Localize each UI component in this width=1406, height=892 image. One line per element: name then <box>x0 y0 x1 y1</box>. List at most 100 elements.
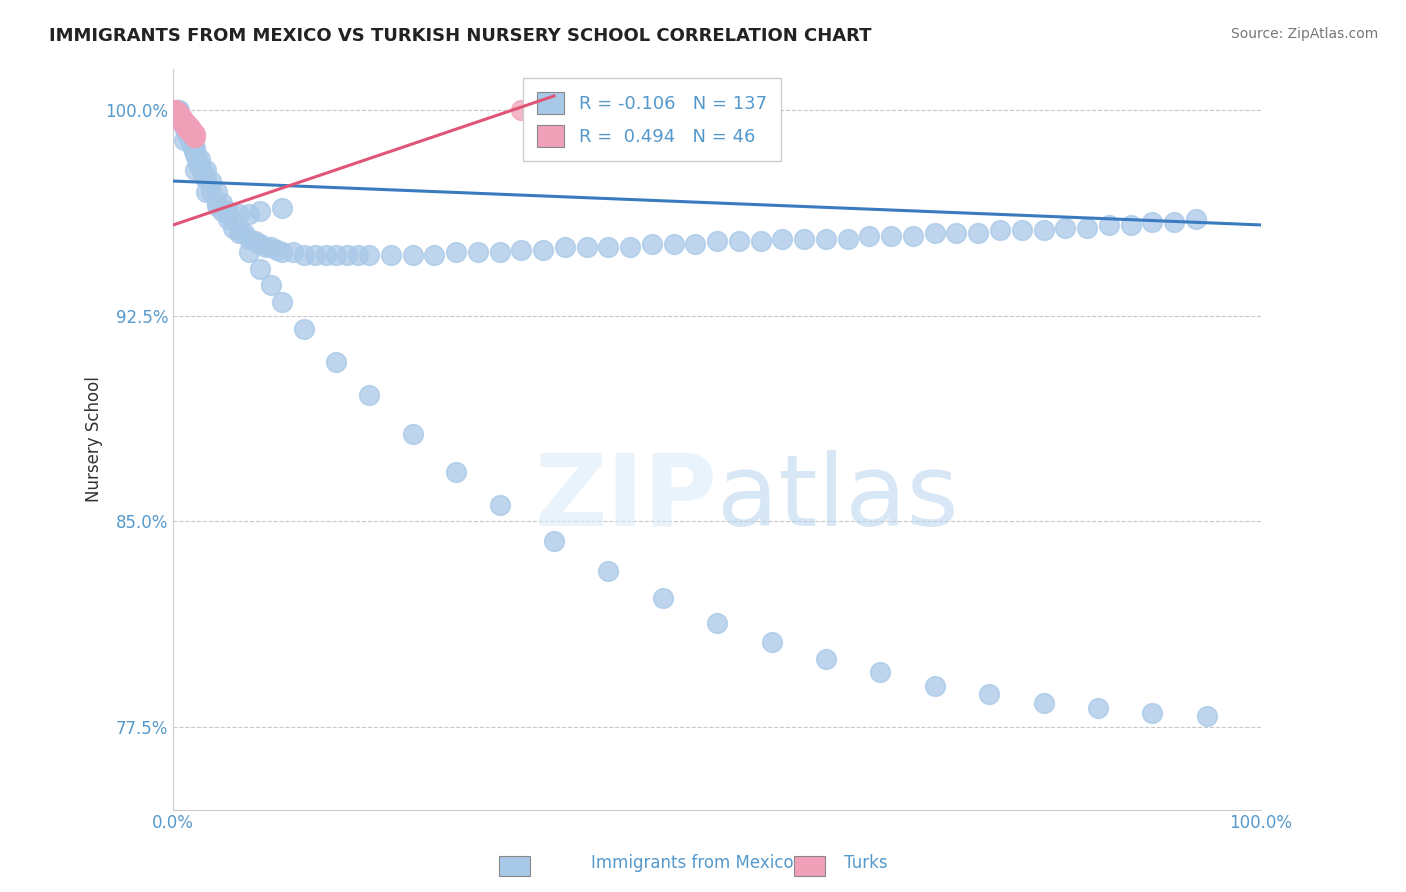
Point <box>179 130 201 145</box>
Y-axis label: Nursery School: Nursery School <box>86 376 103 502</box>
Point <box>169 108 191 122</box>
Point <box>184 146 207 161</box>
Point <box>325 355 347 369</box>
Point <box>238 245 260 260</box>
Point <box>187 154 209 169</box>
Point <box>211 204 233 219</box>
Point <box>176 125 198 139</box>
Point <box>167 108 190 122</box>
Point <box>181 136 204 150</box>
Point <box>1185 212 1208 227</box>
Point <box>169 111 191 125</box>
Point <box>167 108 190 122</box>
Text: atlas: atlas <box>717 450 959 547</box>
Point <box>1054 220 1077 235</box>
Point <box>271 294 294 309</box>
Point <box>173 133 195 147</box>
Point <box>169 108 191 122</box>
Point <box>180 138 202 153</box>
Point <box>170 113 193 128</box>
Point <box>166 108 188 122</box>
Point <box>200 185 222 199</box>
Point <box>271 245 294 260</box>
Point <box>945 226 967 240</box>
Text: Source: ZipAtlas.com: Source: ZipAtlas.com <box>1230 27 1378 41</box>
Point <box>249 204 271 219</box>
Point <box>531 243 554 257</box>
Point <box>167 111 190 125</box>
Point <box>423 248 446 262</box>
Point <box>176 119 198 133</box>
Point <box>336 248 359 262</box>
Text: Immigrants from Mexico: Immigrants from Mexico <box>591 855 793 872</box>
Point <box>249 261 271 276</box>
Point <box>271 202 294 216</box>
Point <box>254 240 277 254</box>
Point <box>174 119 197 133</box>
Point <box>200 174 222 188</box>
Point <box>228 226 250 240</box>
Point <box>1163 215 1185 229</box>
Point <box>181 125 204 139</box>
Point <box>166 103 188 117</box>
Point <box>166 103 188 117</box>
Point <box>243 235 266 249</box>
Point <box>177 130 200 145</box>
Point <box>228 223 250 237</box>
Legend: R = -0.106   N = 137, R =  0.494   N = 46: R = -0.106 N = 137, R = 0.494 N = 46 <box>523 78 782 161</box>
Point <box>1076 220 1098 235</box>
Point <box>170 111 193 125</box>
Point <box>685 237 707 252</box>
Point <box>266 243 288 257</box>
Point <box>184 149 207 163</box>
Point <box>180 125 202 139</box>
Point <box>793 232 815 246</box>
Point <box>186 152 208 166</box>
Point <box>166 108 188 122</box>
Point <box>211 196 233 211</box>
Point <box>169 111 191 125</box>
Point <box>706 235 728 249</box>
Point <box>174 116 197 130</box>
Point <box>165 105 187 120</box>
Point <box>180 125 202 139</box>
Point <box>191 166 214 180</box>
Point <box>467 245 489 260</box>
Point <box>510 243 533 257</box>
Point <box>176 122 198 136</box>
Point <box>205 199 228 213</box>
Point <box>979 687 1001 701</box>
Point <box>662 237 685 252</box>
Point <box>1142 706 1164 721</box>
Point <box>837 232 859 246</box>
Text: Turks: Turks <box>844 855 887 872</box>
Point <box>651 591 673 606</box>
Point <box>233 226 256 240</box>
Point <box>359 248 381 262</box>
Point <box>401 426 423 441</box>
Point <box>304 248 326 262</box>
Point <box>165 103 187 117</box>
Point <box>880 229 903 244</box>
Point <box>1087 701 1109 715</box>
Point <box>176 116 198 130</box>
Point <box>184 128 207 142</box>
Point <box>183 130 205 145</box>
Point <box>444 245 467 260</box>
Text: ZIP: ZIP <box>534 450 717 547</box>
Point <box>444 465 467 479</box>
Point <box>1142 215 1164 229</box>
Point <box>1119 218 1142 232</box>
Point <box>1032 223 1054 237</box>
Point <box>183 144 205 158</box>
Point <box>176 128 198 142</box>
Point <box>347 248 370 262</box>
Point <box>292 322 315 336</box>
Point <box>641 237 664 252</box>
Text: IMMIGRANTS FROM MEXICO VS TURKISH NURSERY SCHOOL CORRELATION CHART: IMMIGRANTS FROM MEXICO VS TURKISH NURSER… <box>49 27 872 45</box>
Point <box>166 105 188 120</box>
Point <box>749 235 772 249</box>
Point <box>260 240 283 254</box>
Point <box>188 158 211 172</box>
Point <box>167 108 190 122</box>
